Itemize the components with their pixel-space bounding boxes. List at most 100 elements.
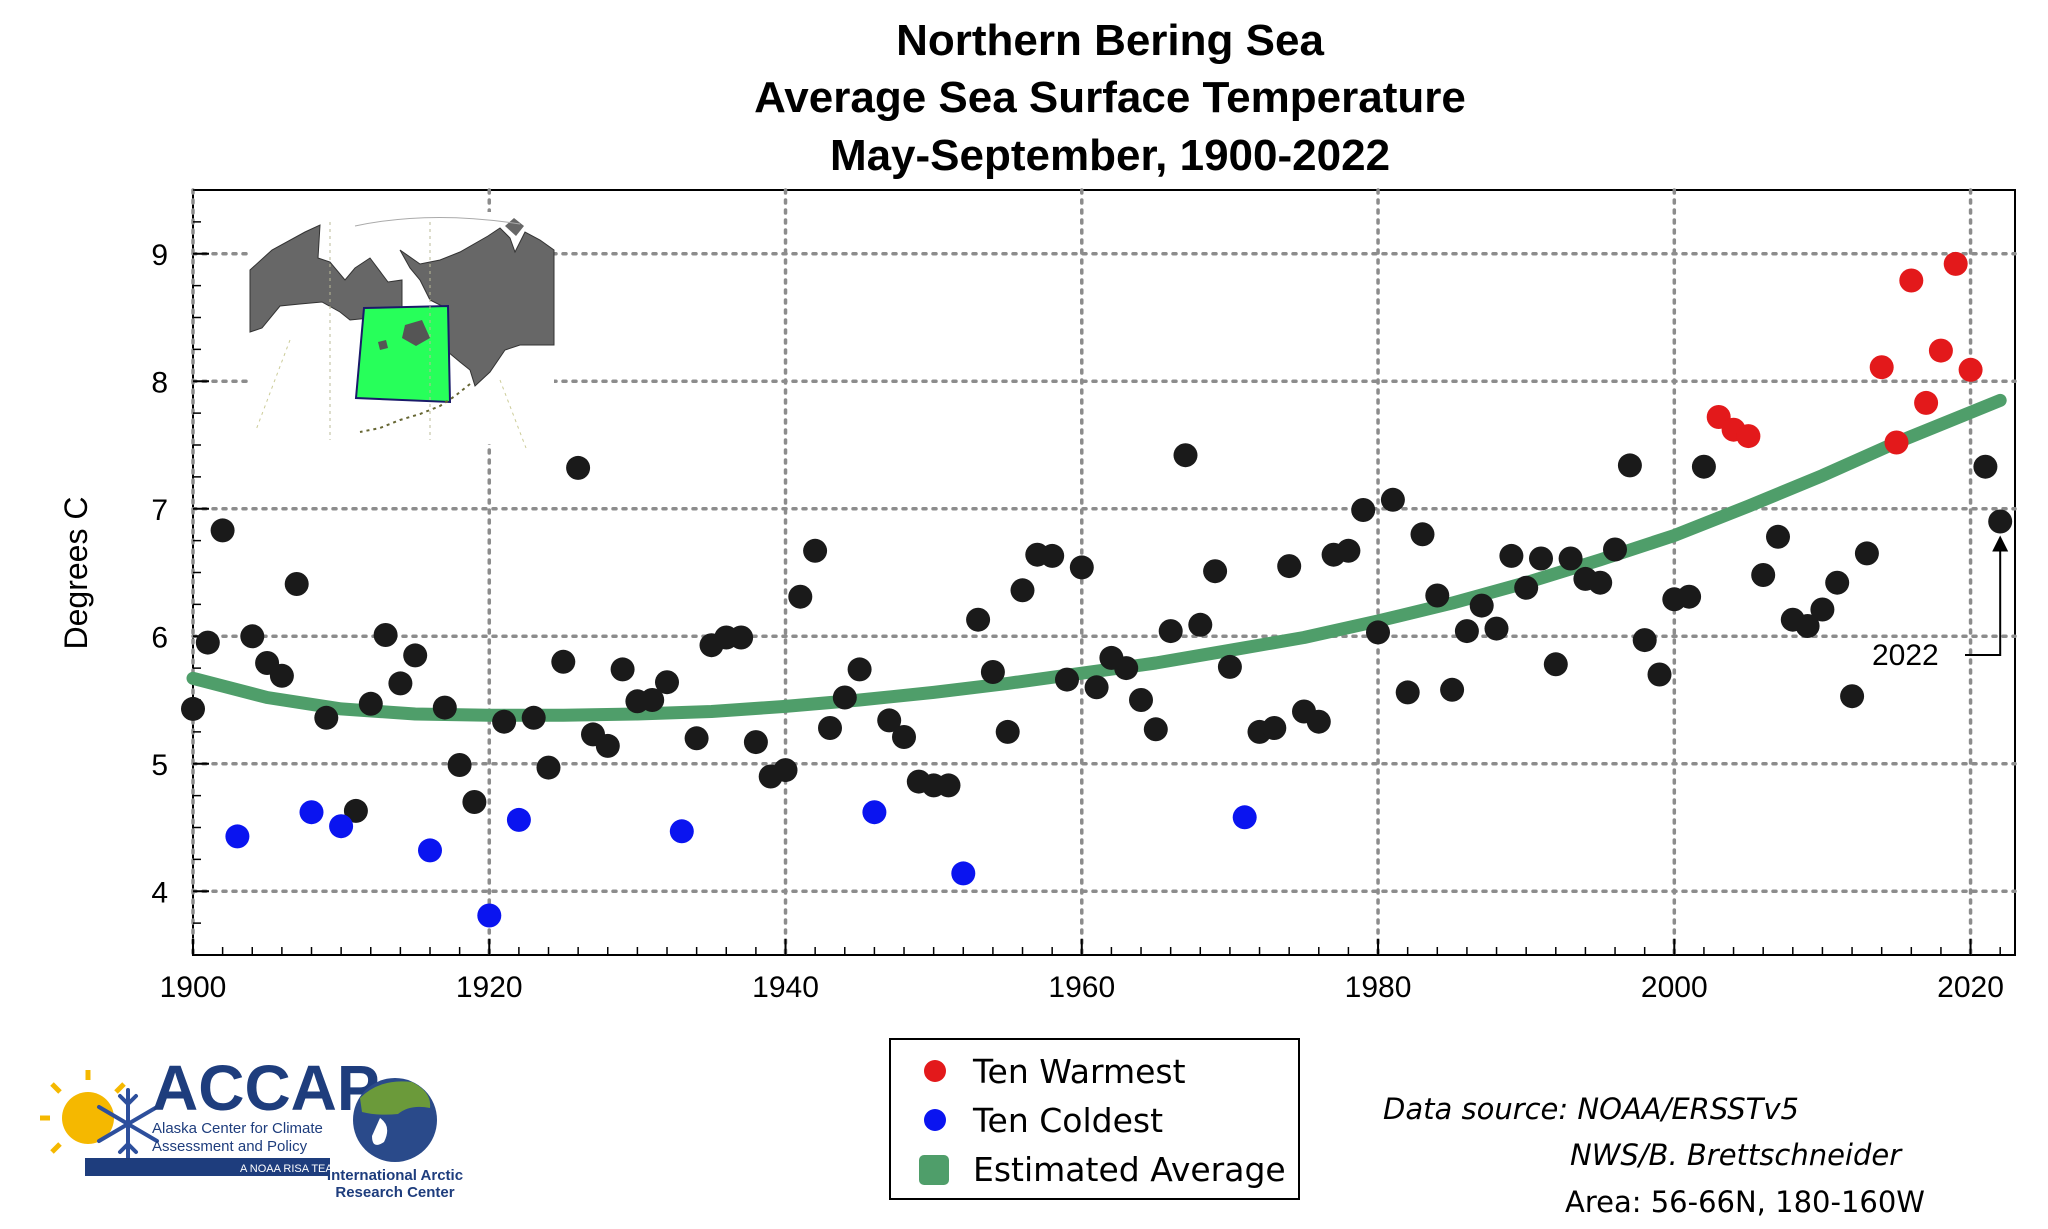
legend-label-coldest: Ten Coldest <box>972 1101 1163 1140</box>
data-point-normal-1989 <box>1499 543 1524 568</box>
data-point-normal-1982 <box>1395 680 1420 705</box>
data-point-normal-1965 <box>1143 717 1168 742</box>
data-point-normal-1976 <box>1306 709 1331 734</box>
accap-tagline: A NOAA RISA TEAM <box>240 1163 342 1175</box>
data-point-warm-2017 <box>1914 390 1939 415</box>
data-point-normal-1961 <box>1084 675 1109 700</box>
data-point-normal-1912 <box>358 691 383 716</box>
data-point-normal-1973 <box>1262 716 1287 740</box>
data-point-normal-1941 <box>788 584 813 609</box>
data-point-normal-2010 <box>1810 597 1835 622</box>
data-point-normal-2022 <box>1988 509 2013 534</box>
sun-icon <box>62 1092 114 1144</box>
data-point-normal-1943 <box>818 716 842 740</box>
data-point-normal-1981 <box>1380 487 1405 512</box>
data-point-warm-2018 <box>1928 338 1953 363</box>
data-point-normal-1997 <box>1617 453 1642 478</box>
data-point-normal-1979 <box>1351 498 1376 522</box>
iarc-logo: International Arctic Research Center <box>327 1078 463 1201</box>
data-point-normal-1938 <box>743 730 768 755</box>
data-source: Data source: NOAA/ERSSTv5 NWS/B. Brettsc… <box>1383 1092 1925 1219</box>
data-point-normal-1923 <box>521 705 546 730</box>
data-point-normal-1999 <box>1647 662 1672 687</box>
data-point-normal-1942 <box>803 538 828 563</box>
data-point-normal-1926 <box>566 455 591 480</box>
data-point-cold-1952 <box>951 861 976 886</box>
data-point-normal-1955 <box>995 719 1020 744</box>
title-line-2: Average Sea Surface Temperature <box>754 73 1466 122</box>
data-point-normal-1988 <box>1484 616 1509 641</box>
data-point-normal-1996 <box>1603 537 1627 562</box>
data-point-normal-1904 <box>240 624 265 649</box>
accap-logo: ACCAP Alaska Center for Climate Assessme… <box>40 1052 380 1176</box>
accap-tagline-bar <box>85 1158 330 1176</box>
data-point-normal-2021 <box>1973 454 1998 479</box>
chart-title: Northern Bering Sea Average Sea Surface … <box>754 16 1466 180</box>
data-point-normal-1944 <box>832 685 857 710</box>
data-point-normal-1984 <box>1425 583 1450 608</box>
annotation-arrow <box>1965 539 2002 656</box>
accap-acronym: ACCAP <box>152 1052 380 1124</box>
accap-line-2: Assessment and Policy <box>152 1138 308 1155</box>
data-point-warm-2020 <box>1958 357 1983 382</box>
iarc-line-1: International Arctic <box>327 1167 463 1184</box>
y-tick-label-8: 8 <box>151 366 168 399</box>
annotation-2022: 2022 <box>1872 535 2009 672</box>
legend-marker-warmest <box>924 1060 946 1082</box>
data-point-normal-1919 <box>462 790 487 814</box>
data-point-cold-1933 <box>669 819 694 844</box>
data-point-normal-1945 <box>847 657 872 682</box>
x-tick-label-1940: 1940 <box>752 971 819 1004</box>
data-point-normal-1911 <box>343 798 368 823</box>
sun-rays-icon <box>40 1070 126 1154</box>
data-point-normal-1993 <box>1558 546 1583 571</box>
data-point-normal-1951 <box>936 773 961 798</box>
data-point-normal-1900 <box>181 696 205 721</box>
data-point-normal-1956 <box>1010 578 1035 603</box>
data-point-normal-1987 <box>1469 593 1494 618</box>
data-point-cold-1910 <box>329 814 354 839</box>
y-tick-labels: 4 5 6 7 8 9 <box>151 239 168 910</box>
legend-marker-average <box>919 1155 949 1185</box>
data-point-normal-1914 <box>388 671 413 696</box>
data-point-normal-1925 <box>551 649 576 674</box>
data-point-normal-1967 <box>1173 443 1198 468</box>
data-point-normal-1901 <box>195 630 220 655</box>
data-point-normal-2006 <box>1751 563 1776 587</box>
source-line-1: Data source: NOAA/ERSSTv5 <box>1383 1092 1799 1126</box>
iarc-line-2: Research Center <box>335 1184 454 1201</box>
annotation-label: 2022 <box>1872 639 1939 672</box>
data-point-normal-1947 <box>877 708 902 733</box>
data-point-normal-1954 <box>980 660 1005 684</box>
data-point-normal-2011 <box>1825 570 1850 595</box>
x-tick-label-1900: 1900 <box>160 971 227 1004</box>
data-point-normal-1958 <box>1040 543 1065 568</box>
data-point-cold-1920 <box>477 903 502 928</box>
data-point-normal-2012 <box>1840 684 1865 709</box>
data-point-normal-1915 <box>403 643 428 668</box>
data-point-normal-1983 <box>1410 522 1435 547</box>
data-point-normal-1970 <box>1217 654 1242 679</box>
data-point-normal-1940 <box>773 758 798 783</box>
source-line-2: NWS/B. Brettschneider <box>1570 1138 1903 1172</box>
x-tick-label-1980: 1980 <box>1345 971 1412 1004</box>
data-point-normal-1902 <box>210 518 235 543</box>
data-point-normal-1995 <box>1588 570 1613 595</box>
data-point-normal-1986 <box>1454 619 1479 644</box>
trend-series <box>186 393 2007 722</box>
data-point-normal-1991 <box>1529 546 1553 571</box>
data-point-normal-1937 <box>729 625 754 650</box>
data-point-normal-2007 <box>1766 524 1790 549</box>
data-point-normal-1992 <box>1543 652 1568 677</box>
data-point-cold-1908 <box>299 800 324 825</box>
data-point-normal-1969 <box>1203 559 1228 584</box>
data-point-normal-1934 <box>684 726 709 751</box>
data-point-normal-2009 <box>1795 614 1820 638</box>
data-point-normal-1966 <box>1158 619 1183 644</box>
data-point-warm-2015 <box>1884 430 1909 455</box>
data-point-normal-1985 <box>1440 677 1465 702</box>
accap-line-1: Alaska Center for Climate <box>152 1120 323 1137</box>
data-point-normal-1963 <box>1114 656 1139 681</box>
data-point-normal-1953 <box>966 607 991 632</box>
